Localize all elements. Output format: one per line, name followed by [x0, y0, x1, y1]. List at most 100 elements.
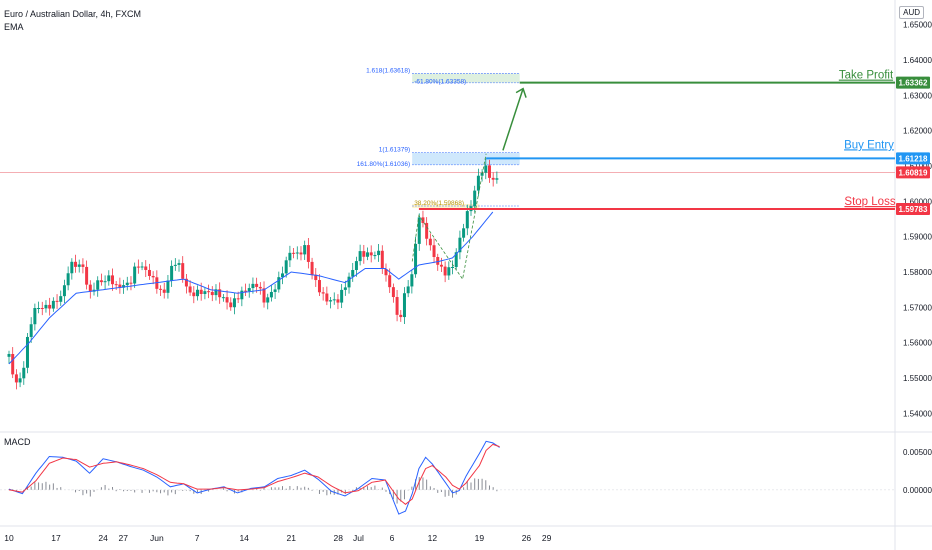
candle-body: [299, 252, 303, 255]
candle-body: [384, 268, 388, 276]
candle-body: [325, 293, 329, 302]
candle-body: [207, 291, 211, 293]
candle-body: [188, 286, 192, 293]
macd-indicator-label[interactable]: MACD: [4, 437, 31, 447]
candle-body: [314, 274, 318, 281]
price-axis-tick: 1.59000: [903, 233, 932, 242]
time-axis-tick: 21: [287, 533, 297, 543]
candle-body: [225, 297, 229, 303]
candle-body: [354, 261, 358, 271]
harmonic-pattern-line: [411, 153, 487, 281]
time-axis-tick: 17: [51, 533, 61, 543]
candle-body: [258, 286, 262, 289]
take-profit-fib-zone: [412, 73, 520, 83]
candle-body: [51, 300, 55, 309]
time-axis-tick: Jul: [353, 533, 364, 543]
candle-body: [281, 273, 285, 278]
candle-body: [306, 245, 310, 262]
candle-body: [369, 252, 373, 256]
candle-body: [166, 280, 170, 293]
candle-body: [269, 291, 273, 298]
time-axis-tick: 29: [542, 533, 552, 543]
currency-badge[interactable]: AUD: [899, 6, 924, 19]
candle-body: [366, 252, 370, 257]
candle-body: [11, 353, 15, 375]
candle-body: [133, 266, 137, 284]
candle-body: [484, 165, 488, 173]
candle-body: [458, 237, 462, 253]
candle-body: [406, 286, 410, 294]
candle-body: [447, 267, 451, 276]
time-axis-tick: 14: [239, 533, 249, 543]
candle-body: [40, 308, 44, 310]
candle-body: [96, 280, 100, 290]
candle-body: [351, 270, 355, 277]
candle-body: [487, 165, 491, 178]
candle-body: [214, 289, 218, 296]
candle-body: [85, 266, 89, 285]
fib-label: 1.618(1.63618): [366, 68, 410, 75]
buy-entry-fib-zone: [412, 152, 520, 165]
candle-body: [317, 280, 321, 293]
candle-body: [59, 296, 63, 302]
candle-body: [22, 367, 26, 379]
candle-body: [266, 297, 270, 303]
price-axis-tick: 1.56000: [903, 339, 932, 348]
candle-body: [391, 287, 395, 298]
candle-body: [362, 251, 366, 257]
candle-body: [37, 308, 41, 310]
target-arrow-head: [515, 87, 527, 98]
candle-body: [107, 275, 111, 282]
candle-body: [236, 298, 240, 300]
candle-body: [251, 283, 255, 289]
time-axis-tick: 24: [98, 533, 108, 543]
time-axis-tick: 6: [390, 533, 395, 543]
candle-body: [255, 283, 259, 287]
buy-entry-price-badge: 1.61218: [899, 154, 928, 163]
candle-body: [195, 289, 199, 297]
price-axis-tick: 1.54000: [903, 409, 932, 418]
buy-entry-annotation: Buy Entry: [844, 139, 894, 151]
candle-body: [244, 290, 248, 292]
price-axis-tick: 1.64000: [903, 56, 932, 65]
candle-body: [177, 263, 181, 265]
candle-body: [81, 264, 85, 267]
stop-loss-annotation: Stop Loss: [844, 196, 895, 208]
candle-body: [303, 245, 307, 255]
fib-label: 38.20%(1.59868): [414, 200, 464, 207]
candle-body: [181, 263, 185, 279]
price-axis-tick: 1.65000: [903, 21, 932, 30]
candle-body: [476, 175, 480, 191]
symbol-title: Euro / Australian Dollar, 4h, FXCM: [4, 9, 142, 19]
candle-body: [421, 217, 425, 223]
candle-body: [170, 265, 174, 281]
fib-label: 161.80%(1.61036): [357, 161, 411, 168]
time-axis-tick: 19: [475, 533, 485, 543]
candle-body: [388, 275, 392, 288]
candle-body: [417, 217, 421, 244]
candle-body: [18, 378, 22, 383]
candle-body: [232, 298, 236, 308]
candle-body: [118, 284, 122, 288]
candle-body: [262, 288, 266, 303]
candle-body: [114, 284, 118, 286]
candle-body: [332, 299, 336, 301]
candle-body: [229, 302, 233, 308]
macd-signal-line: [8, 443, 500, 505]
take-profit-price-badge-bg: [896, 76, 930, 89]
candle-body: [29, 324, 33, 337]
candle-body: [77, 264, 81, 267]
candle-body: [55, 300, 59, 302]
ema-indicator-label[interactable]: EMA: [4, 22, 24, 32]
candle-body: [66, 273, 70, 286]
current-price-badge: 1.60819: [899, 168, 928, 177]
time-axis-tick: Jun: [150, 533, 164, 543]
candle-body: [439, 264, 443, 267]
candle-body: [454, 252, 458, 267]
candle-body: [192, 292, 196, 297]
candle-body: [151, 275, 155, 278]
candle-body: [277, 277, 281, 290]
candle-body: [377, 250, 381, 256]
candle-body: [70, 261, 74, 274]
